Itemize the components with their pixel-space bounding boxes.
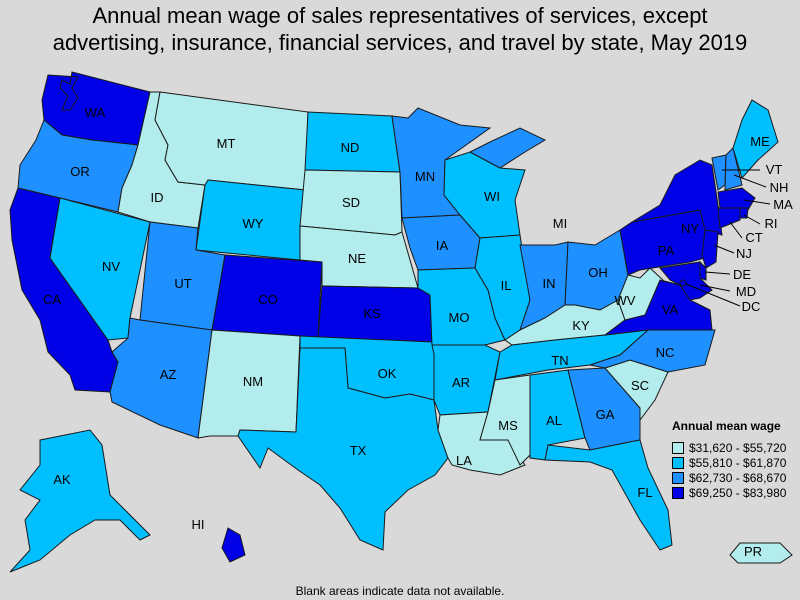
state-label-pa: PA <box>658 243 675 258</box>
title-line-1: Annual mean wage of sales representative… <box>92 3 708 28</box>
state-mi[interactable] <box>468 127 547 169</box>
state-label-mn: MN <box>415 169 435 184</box>
legend-title: Annual mean wage <box>672 419 781 433</box>
legend-label: $31,620 - $55,720 <box>689 440 787 455</box>
legend-swatch <box>672 486 684 499</box>
state-label-ne: NE <box>348 251 366 266</box>
state-label-in: IN <box>543 276 556 291</box>
state-nj[interactable] <box>701 229 719 269</box>
state-label-ak: AK <box>53 472 71 487</box>
state-label-pr: PR <box>744 544 762 559</box>
state-label-ct: CT <box>745 230 762 245</box>
state-label-tn: TN <box>551 353 568 368</box>
state-label-tx: TX <box>350 443 367 458</box>
state-label-az: AZ <box>160 367 177 382</box>
state-label-ut: UT <box>174 276 191 291</box>
state-tx[interactable] <box>237 347 449 551</box>
state-label-de: DE <box>733 267 751 282</box>
states-layer <box>9 71 793 573</box>
state-label-il: IL <box>501 278 512 293</box>
state-labels: WA OR CA ID NV MT WY UT AZ CO NM ND SD NE KS OK TX MN IA MO… <box>43 105 793 559</box>
state-label-ia: IA <box>436 238 449 253</box>
legend-label: $69,250 - $83,980 <box>689 485 787 500</box>
state-label-fl: FL <box>637 485 652 500</box>
leader-lines <box>685 169 771 307</box>
state-label-ga: GA <box>596 407 615 422</box>
legend-swatch <box>672 456 684 469</box>
state-pr[interactable] <box>729 542 793 564</box>
state-dc[interactable] <box>679 279 687 287</box>
state-ma[interactable] <box>717 187 756 211</box>
legend-item: $55,810 - $61,870 <box>672 455 800 470</box>
state-label-mo: MO <box>449 310 470 325</box>
legend-item: $69,250 - $83,980 <box>672 485 800 500</box>
state-ms[interactable] <box>479 374 531 466</box>
legend-item: $62,730 - $68,670 <box>672 470 800 485</box>
state-label-nj: NJ <box>736 246 752 261</box>
state-ak[interactable] <box>9 429 151 573</box>
state-wv[interactable] <box>617 267 666 321</box>
state-label-wa: WA <box>85 105 106 120</box>
state-label-al: AL <box>546 413 562 428</box>
state-label-dc: DC <box>742 299 761 314</box>
state-label-md: MD <box>736 284 756 299</box>
state-label-sc: SC <box>631 378 649 393</box>
state-label-id: ID <box>151 190 164 205</box>
state-label-ok: OK <box>378 366 397 381</box>
state-fl[interactable] <box>544 439 673 551</box>
state-label-ks: KS <box>363 306 381 321</box>
legend: Annual mean wage $31,620 - $55,720 $55,8… <box>672 419 800 500</box>
state-label-nv: NV <box>102 259 120 274</box>
state-label-nd: ND <box>341 140 360 155</box>
state-label-sd: SD <box>342 195 360 210</box>
state-label-ky: KY <box>572 318 590 333</box>
state-hi[interactable] <box>221 527 246 563</box>
legend-label: $55,810 - $61,870 <box>689 455 787 470</box>
state-md[interactable] <box>659 261 713 301</box>
state-label-ms: MS <box>498 418 518 433</box>
state-label-me: ME <box>750 134 770 149</box>
map-title: Annual mean wage of sales representative… <box>0 2 800 56</box>
state-label-wv: WV <box>615 293 636 308</box>
state-label-wi: WI <box>484 189 500 204</box>
footnote: Blank areas indicate data not available. <box>295 584 505 598</box>
legend-swatch <box>672 441 684 454</box>
state-label-ny: NY <box>681 221 699 236</box>
legend-swatch <box>672 471 684 484</box>
legend-item: $31,620 - $55,720 <box>672 440 800 455</box>
state-me[interactable] <box>732 99 779 180</box>
state-label-nc: NC <box>656 345 675 360</box>
state-label-wy: WY <box>243 216 264 231</box>
title-line-2: advertising, insurance, financial servic… <box>52 30 748 55</box>
state-nc[interactable] <box>588 329 716 373</box>
state-label-or: OR <box>70 164 90 179</box>
state-label-ca: CA <box>43 292 61 307</box>
state-ny[interactable] <box>631 159 723 236</box>
state-label-ri: RI <box>765 216 778 231</box>
state-label-nh: NH <box>770 180 789 195</box>
state-nh[interactable] <box>724 147 743 191</box>
legend-label: $62,730 - $68,670 <box>689 470 787 485</box>
state-label-ar: AR <box>452 375 470 390</box>
state-label-hi: HI <box>192 517 205 532</box>
state-label-ma: MA <box>773 197 793 212</box>
state-label-mi: MI <box>553 216 567 231</box>
state-label-oh: OH <box>588 265 608 280</box>
state-label-va: VA <box>662 302 679 317</box>
state-label-vt: VT <box>766 162 783 177</box>
state-ct[interactable] <box>717 207 741 229</box>
state-label-nm: NM <box>243 374 263 389</box>
state-label-mt: MT <box>217 136 236 151</box>
state-label-co: CO <box>258 292 278 307</box>
state-label-la: LA <box>456 453 472 468</box>
